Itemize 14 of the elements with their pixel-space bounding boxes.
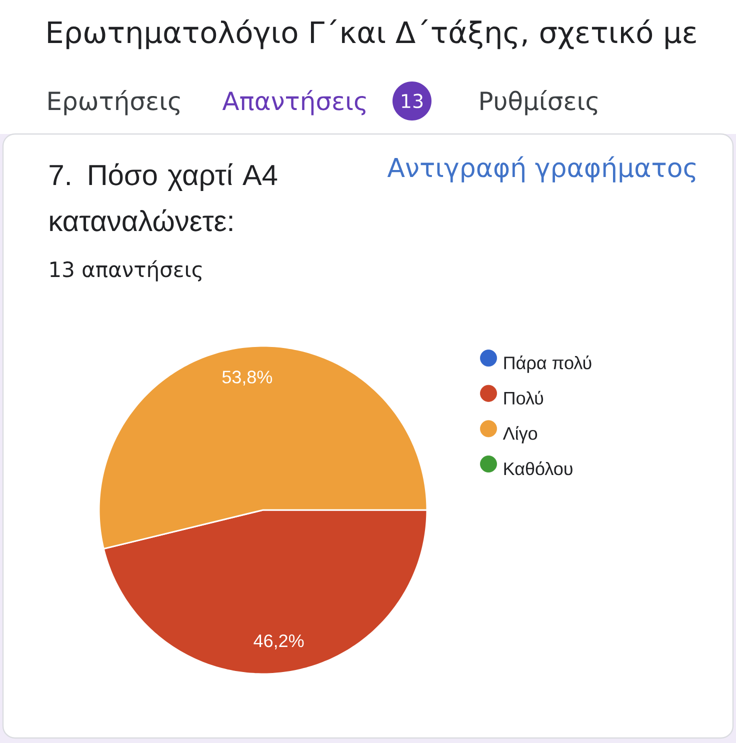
legend-label: Καθόλου [504,461,572,476]
text: Ρυθμίσεις [480,90,598,116]
chart-title: 7. Πόσο χαρτί A4 καταναλώνετε: [50,163,278,232]
legend-label: Λίγο [502,426,538,444]
text: Ερωτηματολόγιο Γ΄και Δ΄τάξης, σχετικό με [48,19,696,50]
text: Απαντήσεις [222,90,366,116]
text: 13 [402,94,423,108]
text: Αντιγραφή γραφήματος [387,156,696,182]
text: Ερωτήσεις [48,90,180,116]
legend-label: Πάρα πολύ [504,356,592,373]
legend-label: Πολύ [504,390,544,405]
data-label: 46,2% [254,634,304,650]
data-label: 53,8% [222,370,272,386]
chart-subtitle: 13 απαντήσεις [50,260,202,282]
